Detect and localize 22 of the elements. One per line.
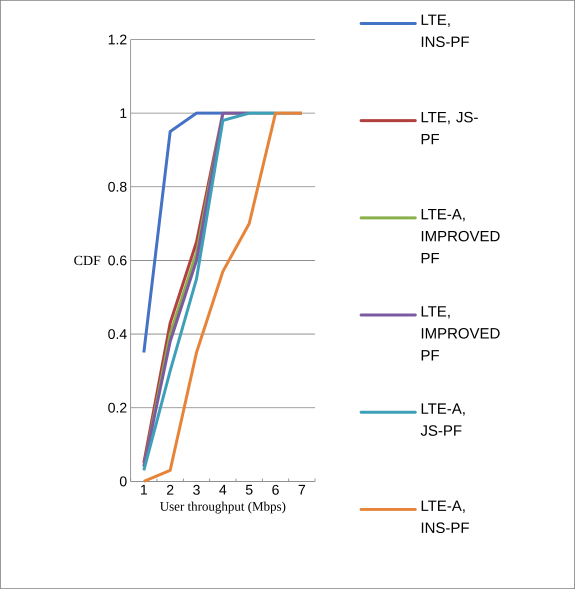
- x-tick-label: 1: [141, 484, 148, 495]
- legend-label: LTE, INS-PF: [422, 14, 469, 48]
- legend-label: LTE, IMPROVED PF: [422, 306, 500, 360]
- x-tick-label: 4: [219, 484, 226, 495]
- x-tick-label: 3: [193, 484, 200, 495]
- x-tick-label: 7: [298, 484, 306, 495]
- legend-label: LTE, JS-PF: [422, 112, 478, 144]
- legend-label: LTE-A, INS-PF: [422, 500, 469, 534]
- x-tick-label: 6: [272, 484, 279, 495]
- legend-label: LTE-A, IMPROVED PF: [422, 209, 500, 264]
- x-tick-label: 5: [246, 484, 253, 495]
- y-axis-title: CDF: [74, 256, 100, 266]
- y-tick-label: 1.2: [108, 34, 126, 44]
- x-tick-label: 2: [167, 484, 174, 495]
- y-tick-label: 0.8: [108, 182, 127, 192]
- y-tick-label: 1: [120, 108, 126, 118]
- y-tick-label: 0.4: [108, 329, 127, 340]
- y-tick-label: 0: [120, 476, 127, 486]
- legend-label: LTE-A, JS-PF: [420, 403, 465, 436]
- x-axis-title: User throughput (Mbps): [160, 502, 286, 514]
- y-tick-label: 0.6: [108, 255, 127, 266]
- y-tick-label: 0.2: [108, 402, 126, 413]
